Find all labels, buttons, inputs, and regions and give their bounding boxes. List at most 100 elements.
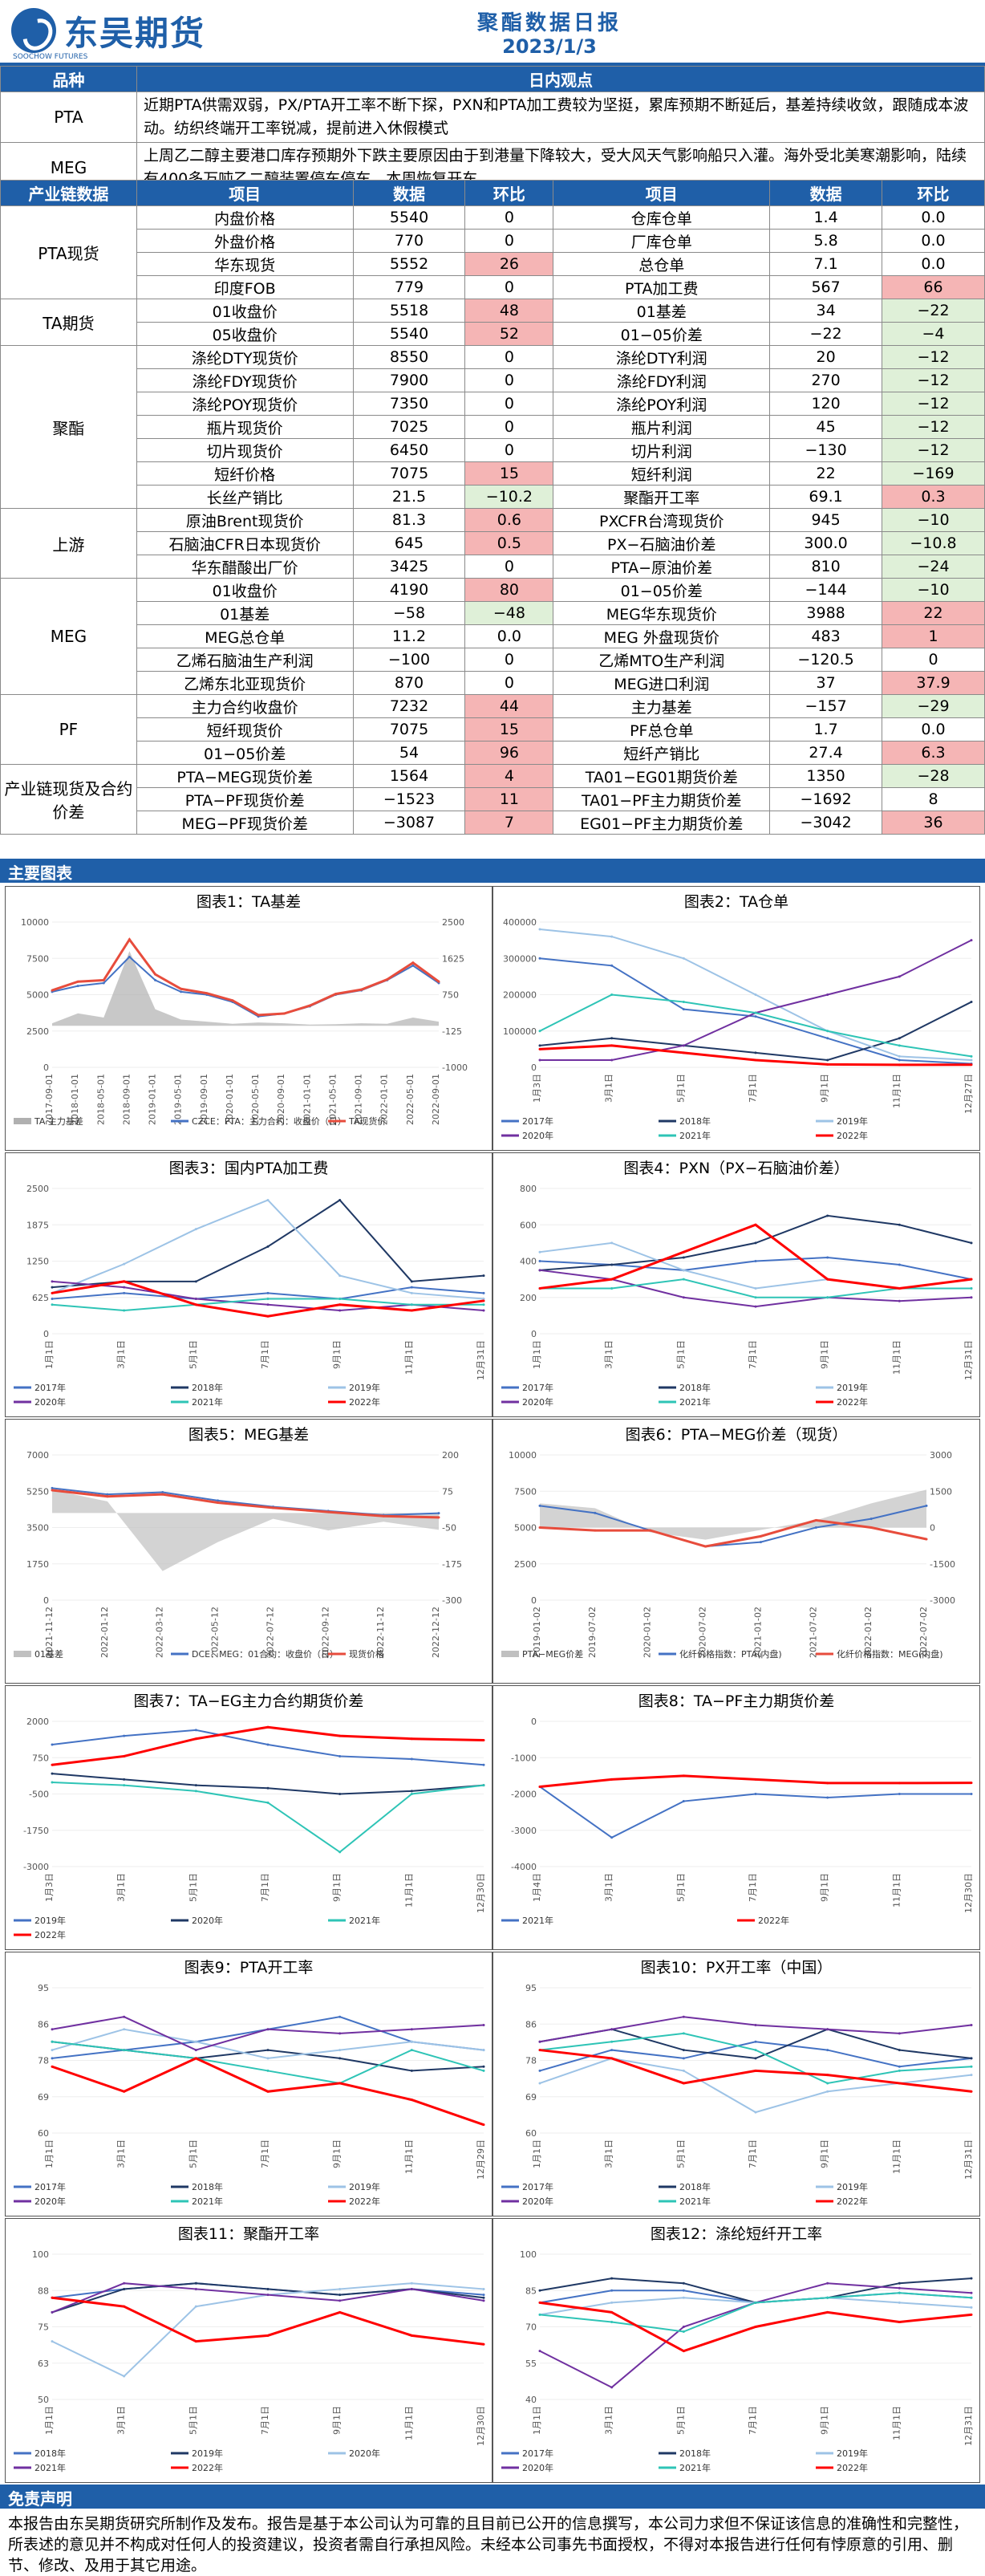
data-point <box>754 1778 757 1781</box>
data-point <box>925 1504 928 1507</box>
series-line <box>51 2282 484 2378</box>
y-tick-label: 2500 <box>26 1184 49 1194</box>
x-tick-label: 1月1日 <box>44 2406 55 2435</box>
data-point <box>338 2032 342 2035</box>
data-point <box>682 2326 685 2328</box>
chart-title: 图表3：国内PTA加工费 <box>168 1160 329 1177</box>
value-right: 3988 <box>769 601 883 625</box>
x-tick-label: 9月1日 <box>820 1074 830 1103</box>
x-tick-label: 1月1日 <box>44 2139 55 2168</box>
y-tick-label: 625 <box>32 1293 49 1303</box>
legend-label: 2020年 <box>34 1396 66 1408</box>
data-point <box>970 1782 973 1785</box>
y2-tick-label: -1500 <box>930 1559 955 1570</box>
chart-svg: 0 1750 3500 5250 7000 -300 -175 -50 75 200 2021-11… <box>14 1450 462 1660</box>
chart-panel: 图表10：PX开工率（中国） 60 69 78 86 95 1月1日 3月1日 5月1日 7月1日… <box>492 1952 980 2216</box>
y-tick-label: 86 <box>525 2019 537 2030</box>
series-line <box>51 1729 484 1766</box>
data-point <box>123 2090 126 2093</box>
data-point <box>282 1012 286 1015</box>
y-tick-label: 750 <box>32 1753 49 1763</box>
data-point <box>123 2287 126 2290</box>
change-left: 0 <box>464 415 554 439</box>
item-right: 01基差 <box>553 299 771 323</box>
legend-label: 2022年 <box>192 2462 223 2473</box>
series-line <box>51 1782 484 1854</box>
item-right: 涤纶POY利润 <box>553 392 771 416</box>
item-left: 01−05价差 <box>136 741 354 765</box>
data-point <box>538 2350 541 2353</box>
data-point <box>898 2069 901 2072</box>
x-tick-label: 2019-07-02 <box>587 1607 598 1658</box>
data-point <box>266 2069 270 2072</box>
data-point <box>682 1278 685 1281</box>
value-right: 5.8 <box>769 229 883 253</box>
y2-tick-label: 0 <box>930 1523 935 1534</box>
data-point <box>898 1037 901 1040</box>
item-left: PTA−MEG现货价差 <box>136 764 354 788</box>
y2-tick-label: 1500 <box>930 1486 952 1497</box>
data-point <box>194 2040 197 2043</box>
data-point <box>682 2057 685 2060</box>
y2-tick-label: 750 <box>442 990 459 1001</box>
data-point <box>898 2082 901 2085</box>
value-left: 770 <box>352 229 466 253</box>
series-line <box>51 1199 484 1289</box>
chart-panel: 图表9：PTA开工率 60 69 78 86 95 1月1日 3月1日 5月1日 7月1日 9月1日… <box>5 1952 492 2216</box>
data-point <box>538 1044 541 1047</box>
data-point <box>754 2326 757 2328</box>
x-tick-label: 5月1日 <box>188 2139 198 2168</box>
change-left: 11 <box>464 787 554 811</box>
data-point <box>51 2340 54 2343</box>
data-point <box>482 2294 485 2297</box>
y2-tick-label: 1625 <box>442 953 464 964</box>
table-row: 乙烯石脑油生产利润 −100 0 乙烯MTO生产利润 −120.5 0 <box>1 648 985 672</box>
data-point <box>194 1729 197 1732</box>
value-right: 45 <box>769 415 883 439</box>
series-line <box>539 993 972 1058</box>
x-tick-label: 3月1日 <box>604 1074 614 1103</box>
chart-panel: 图表11：聚酯开工率 50 63 75 88 100 1月1日 3月1日 5月1日 7月1日 9月1… <box>5 2218 492 2483</box>
table-row: 华东现货 5552 26 总仓单 7.1 0.0 <box>1 252 985 276</box>
legend-label: 2018年 <box>679 1382 711 1393</box>
data-point <box>51 2049 54 2052</box>
change-left: −48 <box>464 601 554 625</box>
data-point <box>437 1516 440 1519</box>
data-point <box>610 2301 614 2304</box>
data-point <box>826 1030 829 1033</box>
data-point <box>754 2301 757 2304</box>
data-point <box>594 1529 597 1532</box>
data-point <box>123 2305 126 2308</box>
legend-label: 2018年 <box>679 2448 711 2459</box>
data-point <box>334 993 337 996</box>
y2-tick-label: -1000 <box>442 1062 468 1073</box>
table-row: 华东醋酸出厂价 3425 0 PTA−原油价差 810 −24 <box>1 555 985 579</box>
data-point <box>610 2040 614 2043</box>
data-point <box>194 1298 197 1301</box>
y-tick-label: -4000 <box>511 1862 537 1872</box>
data-point <box>610 1058 614 1062</box>
x-tick-label: 7月1日 <box>748 1074 758 1103</box>
data-point <box>194 2287 197 2290</box>
x-tick-label: 11月1日 <box>403 1340 414 1375</box>
y-tick-label: 200000 <box>503 990 537 1001</box>
y-tick-label: 95 <box>38 1983 49 1993</box>
legend-label: 2021年 <box>679 1130 711 1141</box>
item-left: 01收盘价 <box>136 578 354 602</box>
x-tick-label: 2020-01-02 <box>642 1607 653 1658</box>
item-left: 瓶片现货价 <box>136 415 354 439</box>
x-tick-label: 5月1日 <box>675 2139 686 2168</box>
data-point <box>123 2375 126 2378</box>
change-right: 0.0 <box>882 229 985 253</box>
data-point <box>386 977 389 981</box>
series-area <box>540 1489 926 1540</box>
data-point <box>482 1763 485 1766</box>
data-point <box>194 1737 197 1741</box>
data-point <box>538 2049 541 2052</box>
table-row: TA期货 01收盘价 5518 48 01基差 34 −22 <box>0 299 985 346</box>
data-point <box>482 2299 485 2302</box>
data-point <box>754 2069 757 2072</box>
series-line <box>51 2282 484 2314</box>
data-point <box>898 1782 901 1785</box>
data-point <box>482 1274 485 1278</box>
